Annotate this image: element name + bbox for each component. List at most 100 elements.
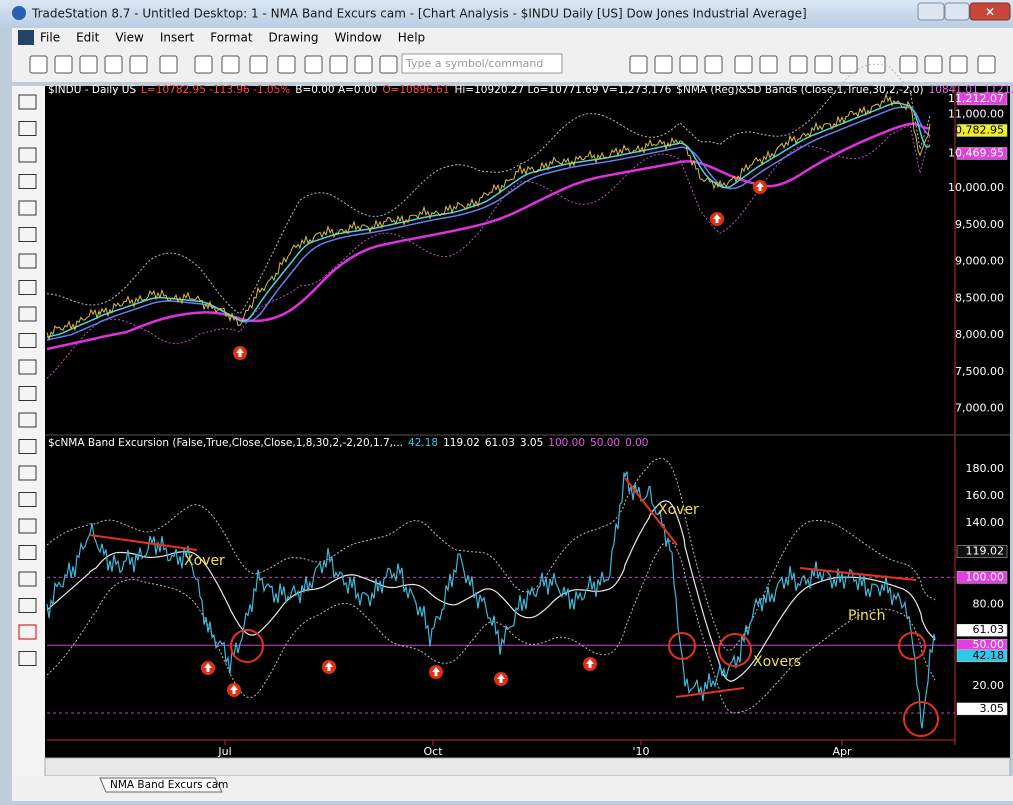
tool-icon[interactable] [704, 55, 723, 74]
symbol-box[interactable] [401, 53, 563, 74]
y-axis-label: 160.00 [966, 489, 1005, 502]
excursion-line [46, 471, 936, 729]
tool-icon[interactable] [79, 55, 98, 74]
tool-icon[interactable] [629, 55, 648, 74]
menu-item[interactable]: Format [210, 31, 253, 45]
signal-arrow [756, 182, 764, 191]
tool-icon[interactable] [734, 55, 753, 74]
tool-icon[interactable] [104, 55, 123, 74]
tool-icon[interactable] [221, 55, 240, 74]
tool-icon[interactable] [159, 55, 178, 74]
draw-tool[interactable] [18, 465, 37, 481]
tool-icon[interactable] [354, 55, 373, 74]
tool-icon[interactable] [867, 55, 886, 74]
maximize[interactable] [944, 2, 970, 21]
highlight-circle [718, 633, 752, 667]
tool-icon[interactable] [654, 55, 673, 74]
tool-icon[interactable] [839, 55, 858, 74]
y-axis-label: 140.00 [966, 516, 1005, 529]
draw-tool[interactable] [18, 412, 37, 428]
indicator-header: $cNMA Band Excursion (False,True,Close,C… [48, 437, 649, 449]
draw-tool[interactable] [18, 280, 37, 295]
tool-icon[interactable] [789, 55, 808, 74]
menu-item[interactable]: Drawing [269, 31, 319, 45]
tab[interactable] [99, 777, 223, 793]
menu-item[interactable]: Help [398, 31, 425, 45]
draw-tool[interactable] [18, 359, 37, 375]
tool-icon[interactable] [949, 55, 968, 74]
header-part: 100.00 [548, 437, 585, 449]
price-tag [956, 545, 1008, 558]
tool-icon[interactable] [379, 55, 398, 74]
menu-item[interactable]: Window [334, 31, 382, 45]
highlight-circle [230, 629, 264, 663]
draw-tool[interactable] [18, 439, 37, 454]
menu-item[interactable]: View [115, 31, 144, 45]
signal-arrow [586, 659, 594, 668]
y-axis-label: 80.00 [973, 598, 1005, 611]
trend-line [624, 477, 678, 546]
menu-item[interactable]: File [40, 31, 60, 45]
tool-icon[interactable] [277, 55, 296, 74]
tool-icon[interactable] [679, 55, 698, 74]
draw-tool[interactable] [18, 147, 37, 163]
draw-tool[interactable] [18, 492, 37, 507]
draw-tool[interactable] [18, 253, 37, 269]
signal-arrow [432, 667, 440, 676]
header-part: B=0.00 A=0.00 [295, 84, 377, 96]
tool-icon[interactable] [924, 55, 943, 74]
draw-tool[interactable] [18, 571, 37, 587]
draw-tool[interactable] [18, 174, 37, 189]
tool-icon[interactable] [304, 55, 323, 74]
draw-tool[interactable] [18, 386, 37, 401]
mid-average [46, 106, 931, 341]
scrollbar[interactable] [44, 757, 1011, 777]
draw-tool[interactable] [18, 200, 37, 216]
plot: 11,000.00 10,000.00 9,500.00 9,000.00 8,500.… [46, 63, 1008, 758]
tool-icon[interactable] [194, 55, 213, 74]
price-tag [956, 649, 1008, 663]
header-part: 42.18 [408, 437, 438, 449]
tool-icon[interactable] [249, 55, 268, 74]
menu-item[interactable]: Edit [76, 31, 100, 45]
tool-icon[interactable] [899, 55, 918, 74]
close[interactable] [969, 2, 1011, 21]
header-part: $cNMA Band Excursion (False,True,Close,C… [48, 437, 403, 449]
tool-icon[interactable] [329, 55, 348, 74]
draw-tool[interactable] [18, 121, 37, 136]
tool-icon[interactable] [759, 55, 778, 74]
draw-tool[interactable] [18, 518, 37, 534]
draw-tool[interactable] [18, 94, 37, 110]
tool-icon[interactable] [977, 55, 996, 74]
tool-icon[interactable] [129, 55, 148, 74]
annotation: Xovers [753, 654, 801, 670]
price-tag-label: 100.00 [966, 570, 1005, 583]
price-tag-label: 119.02 [966, 545, 1005, 558]
tool-icon[interactable] [814, 55, 833, 74]
tool-icon[interactable] [54, 55, 73, 74]
drawing-tools [18, 94, 37, 666]
close-glyph: × [985, 5, 995, 19]
menu-item[interactable]: Insert [160, 31, 195, 45]
y-axis-label: 10,000.00 [948, 181, 1004, 194]
chart-area [45, 86, 1010, 758]
header-part: O=10896.61 [382, 84, 449, 96]
minimize[interactable] [917, 2, 945, 21]
draw-tool[interactable] [18, 598, 37, 613]
y-axis-label: 20.00 [973, 679, 1005, 692]
tool-icon[interactable] [29, 55, 48, 74]
price-tag [956, 147, 1008, 160]
x-axis-label: '10 [632, 745, 649, 758]
y-axis-label: 7,000.00 [955, 402, 1004, 415]
draw-tool[interactable] [18, 624, 37, 640]
highlight-circle [898, 632, 926, 660]
header-part: 11212... [984, 84, 1013, 96]
draw-tool[interactable] [18, 545, 37, 560]
draw-tool[interactable] [18, 651, 37, 666]
draw-tool[interactable] [18, 306, 37, 322]
draw-tool[interactable] [18, 227, 37, 242]
window-title: TradeStation 8.7 - Untitled Desktop: 1 -… [31, 7, 807, 21]
highlight-circle [668, 632, 696, 660]
draw-tool[interactable] [18, 333, 37, 348]
